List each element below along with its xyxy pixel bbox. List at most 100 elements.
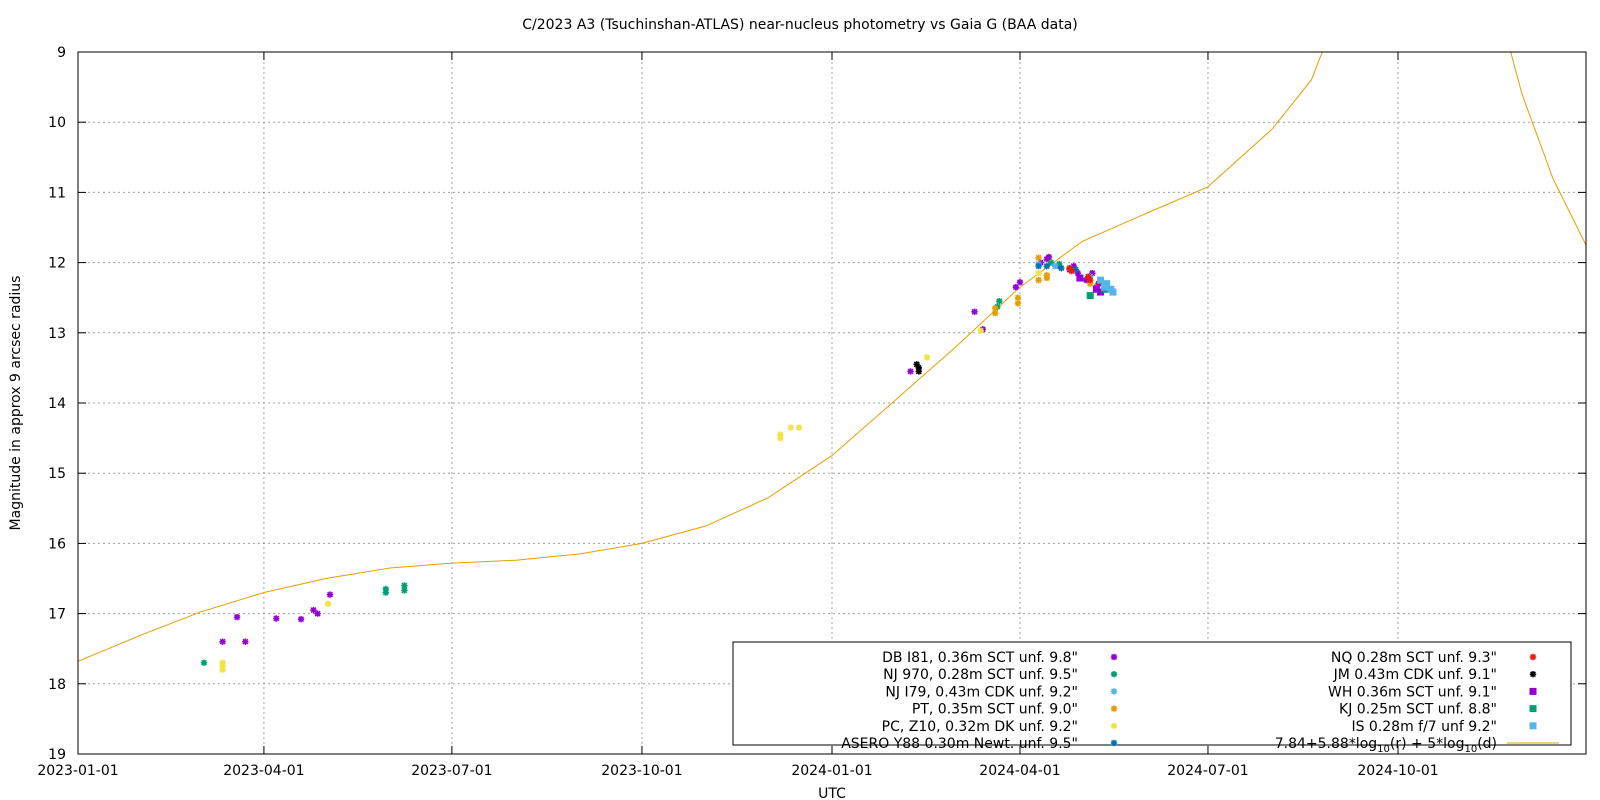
data-point — [1035, 254, 1042, 261]
marker-square — [1109, 288, 1117, 296]
marker-square — [1529, 687, 1537, 695]
data-point — [273, 615, 280, 622]
marker-stroke — [1087, 277, 1094, 284]
marker-stroke — [1052, 263, 1059, 270]
marker-stroke — [996, 298, 1003, 305]
marker-stroke — [992, 310, 999, 317]
legend-label: JM 0.43m CDK unf. 9.1" — [1333, 667, 1497, 683]
marker-stroke — [1066, 265, 1073, 272]
marker-stroke — [382, 589, 389, 596]
legend-marker — [1110, 739, 1118, 747]
legend-marker — [1110, 688, 1118, 695]
data-point — [1016, 279, 1024, 286]
marker-stroke — [327, 591, 333, 598]
marker-stroke — [1035, 263, 1042, 270]
marker-stroke — [1035, 270, 1042, 277]
marker-stroke — [777, 435, 784, 442]
marker-stroke — [977, 327, 984, 334]
data-point — [1076, 274, 1084, 282]
data-point — [787, 424, 794, 431]
marker-stroke — [1014, 294, 1021, 301]
marker-stroke — [1111, 688, 1117, 695]
marker-stroke — [1035, 277, 1042, 284]
marker-stroke — [310, 607, 317, 614]
marker-stroke — [401, 582, 408, 589]
marker-stroke — [1111, 722, 1117, 729]
marker-stroke — [1017, 279, 1023, 286]
data-point — [1097, 288, 1105, 296]
marker-stroke — [201, 659, 207, 666]
data-point — [382, 589, 389, 596]
y-tick-label: 11 — [48, 185, 66, 201]
legend-marker — [1529, 722, 1537, 730]
data-point — [907, 368, 914, 375]
marker-stroke — [273, 615, 280, 622]
data-point — [233, 613, 241, 621]
data-point — [324, 600, 332, 607]
marker-stroke — [1111, 654, 1117, 660]
legend-marker — [1110, 671, 1118, 678]
data-points — [200, 253, 1117, 673]
legend-label: NJ 970, 0.28m SCT unf. 9.5" — [883, 667, 1078, 683]
data-point — [297, 616, 305, 623]
marker-stroke — [1043, 263, 1050, 270]
y-tick-label: 9 — [57, 45, 66, 61]
marker-stroke — [992, 305, 999, 312]
marker-stroke — [913, 361, 920, 368]
data-point — [1068, 267, 1075, 275]
data-point — [1014, 300, 1022, 307]
data-point — [923, 354, 931, 361]
marker-stroke — [298, 616, 305, 623]
marker-square — [1076, 274, 1084, 282]
data-point — [219, 666, 226, 673]
y-tick-label: 10 — [48, 115, 66, 131]
series-4 — [219, 269, 1042, 673]
marker-stroke — [1530, 654, 1536, 660]
legend-marker — [1110, 722, 1118, 729]
x-tick-label: 2023-07-01 — [411, 763, 492, 779]
data-point — [1043, 274, 1051, 282]
legend-label: ASERO Y88 0.30m Newt. unf. 9.5" — [841, 736, 1078, 752]
grid — [78, 52, 1586, 754]
legend-label: KJ 0.25m SCT unf. 8.8" — [1339, 702, 1497, 718]
data-point — [1035, 262, 1042, 270]
marker-stroke — [795, 424, 802, 431]
legend-marker — [1529, 687, 1537, 695]
legend-marker — [1110, 653, 1118, 661]
marker-stroke — [401, 587, 408, 594]
y-tick-label: 17 — [48, 607, 66, 623]
marker-stroke — [1012, 284, 1019, 291]
data-point — [1045, 253, 1053, 261]
x-tick-label: 2024-04-01 — [979, 763, 1060, 779]
marker-stroke — [219, 638, 226, 645]
data-point — [242, 638, 249, 645]
data-point — [314, 610, 321, 617]
marker-stroke — [1043, 275, 1050, 282]
data-point — [971, 308, 978, 315]
fit-curve-line — [78, 52, 1586, 662]
legend-label: 7.84+5.88*log10(r) + 5*log10(d) — [1275, 736, 1497, 755]
y-axis-label: Magnitude in approx 9 arcsec radius — [8, 276, 24, 531]
marker-stroke — [915, 368, 922, 375]
x-tick-label: 2023-01-01 — [37, 763, 118, 779]
series-3 — [991, 254, 1094, 317]
legend-marker — [1529, 705, 1537, 713]
data-point — [1014, 294, 1022, 301]
marker-square — [1529, 705, 1537, 713]
marker-stroke — [1058, 265, 1065, 272]
marker-stroke — [1111, 671, 1117, 678]
data-point — [777, 434, 784, 442]
marker-stroke — [1111, 740, 1117, 746]
data-point — [1109, 288, 1117, 296]
data-point — [1092, 285, 1100, 293]
chart-title: C/2023 A3 (Tsuchinshan-ATLAS) near-nucle… — [522, 17, 1078, 33]
y-tick-label: 16 — [48, 536, 66, 552]
y-tick-label: 12 — [48, 256, 66, 272]
marker-stroke — [1014, 300, 1021, 307]
data-point — [401, 587, 408, 594]
marker-stroke — [971, 308, 978, 315]
data-point — [1097, 276, 1105, 284]
marker-square — [1103, 280, 1111, 288]
